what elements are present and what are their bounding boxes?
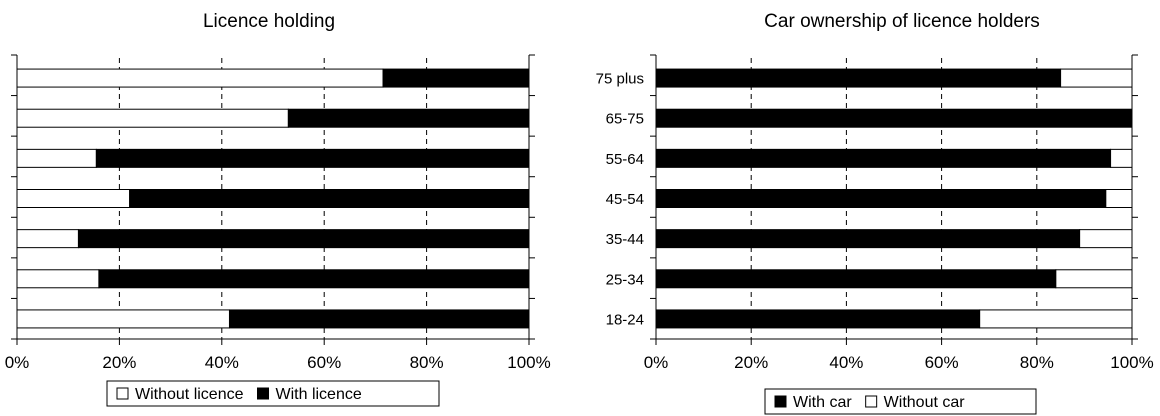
bar-segment <box>1105 189 1133 208</box>
bar-segment <box>16 148 97 168</box>
x-tick-label: 40% <box>829 353 863 372</box>
bar-segment <box>16 68 384 88</box>
x-tick-label: 60% <box>925 353 959 372</box>
bar-segment <box>655 189 1107 208</box>
category-label: 25-34 <box>606 271 644 288</box>
bar-segment <box>655 148 1112 168</box>
bar-segment <box>98 269 530 289</box>
chart-2: Car ownership of licence holders 75 plus 6… <box>596 11 1154 415</box>
category-label: 75 plus <box>596 71 644 88</box>
chart-title: Car ownership of licence holders <box>764 11 1040 32</box>
bar-segment <box>655 269 1057 289</box>
legend-label: Without car <box>884 394 966 411</box>
category-label: 45-54 <box>606 191 644 208</box>
x-tick-label: 40% <box>205 353 239 372</box>
bar-segment <box>129 189 530 208</box>
bar-segment <box>16 108 289 128</box>
bar-segment <box>382 68 530 88</box>
bar-segment <box>16 229 79 249</box>
bar-segment <box>1055 269 1133 289</box>
bar-segment <box>655 68 1062 88</box>
x-tick-label: 60% <box>307 353 341 372</box>
legend-box <box>764 388 1037 415</box>
legend-swatch <box>257 387 269 400</box>
category-label: 65-75 <box>606 111 644 128</box>
x-tick-label: 0% <box>5 353 30 372</box>
category-label: 18-24 <box>606 311 644 328</box>
category-label: 55-64 <box>606 151 644 168</box>
bar-segment <box>1110 148 1133 168</box>
legend-swatch <box>774 395 787 408</box>
bar-segment <box>16 309 230 329</box>
x-tick-label: 20% <box>102 353 136 372</box>
bar-segment <box>77 229 530 249</box>
bar-segment <box>979 309 1133 329</box>
bar-segment <box>287 108 530 128</box>
x-tick-label: 80% <box>1020 353 1054 372</box>
bar-segment <box>95 148 530 168</box>
legend-swatch <box>865 395 878 408</box>
legend-label: Without licence <box>135 386 244 403</box>
bar-segment <box>655 229 1081 249</box>
chart-1: Licence holding 0% 20% 40% 60% 80% 100% Without… <box>5 11 551 407</box>
bar-segment <box>1060 68 1133 88</box>
bar-segment <box>16 269 100 289</box>
x-tick-label: 100% <box>507 353 550 372</box>
x-tick-label: 20% <box>734 353 768 372</box>
bar-segment <box>228 309 530 329</box>
x-tick-label: 100% <box>1110 353 1153 372</box>
legend-box <box>106 380 440 407</box>
x-tick-label: 0% <box>644 353 669 372</box>
category-label: 35-44 <box>606 231 644 248</box>
chart-title: Licence holding <box>203 11 335 32</box>
legend-label: With licence <box>276 386 362 403</box>
bar-segment <box>655 108 1133 128</box>
legend-swatch <box>116 387 129 400</box>
x-tick-label: 80% <box>410 353 444 372</box>
bar-segment <box>16 189 131 208</box>
bar-segment <box>1079 229 1133 249</box>
legend-label: With car <box>793 394 852 411</box>
bar-segment <box>655 309 981 329</box>
